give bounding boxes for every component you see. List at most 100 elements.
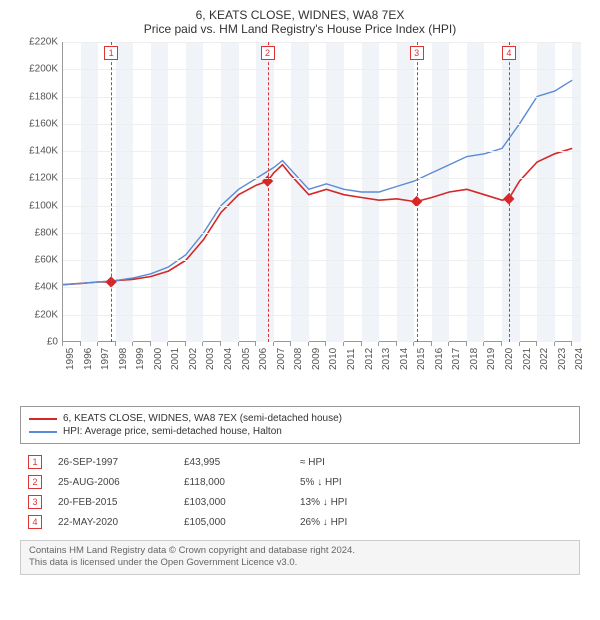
footer-line2: This data is licensed under the Open Gov… [29,557,571,569]
event-price: £105,000 [184,517,284,528]
gridline [63,260,580,261]
chart-title: 6, KEATS CLOSE, WIDNES, WA8 7EX Price pa… [10,8,590,36]
event-number: 1 [28,455,42,469]
x-tick-label: 2009 [311,348,322,370]
title-subtitle: Price paid vs. HM Land Registry's House … [10,22,590,36]
x-tick-label: 2015 [416,348,427,370]
sale-marker-number: 4 [502,46,516,60]
sale-marker-number: 3 [410,46,424,60]
x-tick-label: 2019 [486,348,497,370]
x-tick-label: 2023 [557,348,568,370]
sale-event-row: 1 26-SEP-1997 £43,995 ≈ HPI [20,452,580,472]
legend-item: HPI: Average price, semi-detached house,… [29,426,571,437]
gridline [63,206,580,207]
y-axis: £0£20K£40K£60K£80K£100K£120K£140K£160K£1… [20,42,62,342]
series-hpi [63,80,572,285]
x-tick-label: 2011 [346,348,357,370]
x-tick-label: 1996 [83,348,94,370]
x-axis: 1995199619971998199920002001200220032004… [62,342,580,372]
event-date: 22-MAY-2020 [58,517,168,528]
event-date: 20-FEB-2015 [58,497,168,508]
sale-event-row: 4 22-MAY-2020 £105,000 26% ↓ HPI [20,512,580,532]
x-tick-label: 2007 [276,348,287,370]
y-tick-label: £0 [47,337,58,348]
footer-line1: Contains HM Land Registry data © Crown c… [29,545,571,557]
title-address: 6, KEATS CLOSE, WIDNES, WA8 7EX [10,8,590,22]
legend-item: 6, KEATS CLOSE, WIDNES, WA8 7EX (semi-de… [29,413,571,424]
gridline [63,42,580,43]
x-tick-label: 2017 [451,348,462,370]
sale-event-row: 2 25-AUG-2006 £118,000 5% ↓ HPI [20,472,580,492]
x-tick-label: 2000 [153,348,164,370]
x-tick-label: 1997 [100,348,111,370]
event-number: 3 [28,495,42,509]
event-diff: ≈ HPI [300,457,420,468]
y-tick-label: £100K [29,200,58,211]
x-tick-label: 2004 [223,348,234,370]
y-tick-label: £80K [35,227,58,238]
y-tick-label: £220K [29,37,58,48]
event-price: £103,000 [184,497,284,508]
x-tick-label: 2008 [293,348,304,370]
y-tick-label: £180K [29,91,58,102]
y-tick-label: £200K [29,64,58,75]
series-property [63,148,572,284]
x-tick-label: 2005 [241,348,252,370]
x-tick-label: 2022 [539,348,550,370]
sale-event-row: 3 20-FEB-2015 £103,000 13% ↓ HPI [20,492,580,512]
x-tick-label: 1995 [65,348,76,370]
y-tick-label: £160K [29,118,58,129]
y-tick-label: £140K [29,146,58,157]
sale-marker-line [111,42,112,342]
x-tick-label: 2021 [522,348,533,370]
gridline [63,287,580,288]
x-tick-label: 2018 [469,348,480,370]
sale-marker-line [509,42,510,342]
attribution-box: Contains HM Land Registry data © Crown c… [20,540,580,575]
line-svg [63,42,581,342]
legend-label: 6, KEATS CLOSE, WIDNES, WA8 7EX (semi-de… [63,413,342,424]
chart-area: £0 £20K £40K £60K £80K £100K £120K £140K £160K £1… [20,42,580,372]
x-tick-label: 2024 [574,348,585,370]
y-tick-label: £20K [35,309,58,320]
gridline [63,178,580,179]
x-tick-label: 2010 [328,348,339,370]
sale-marker-number: 1 [104,46,118,60]
x-tick-label: 2020 [504,348,515,370]
gridline [63,124,580,125]
legend: 6, KEATS CLOSE, WIDNES, WA8 7EX (semi-de… [20,406,580,444]
event-price: £118,000 [184,477,284,488]
x-tick-label: 2016 [434,348,445,370]
y-tick-label: £40K [35,282,58,293]
event-number: 2 [28,475,42,489]
legend-swatch [29,431,57,433]
event-diff: 13% ↓ HPI [300,497,420,508]
x-tick-label: 1998 [118,348,129,370]
event-diff: 5% ↓ HPI [300,477,420,488]
gridline [63,97,580,98]
x-tick-label: 2013 [381,348,392,370]
event-price: £43,995 [184,457,284,468]
event-diff: 26% ↓ HPI [300,517,420,528]
x-tick-label: 2002 [188,348,199,370]
x-tick-label: 2006 [258,348,269,370]
sales-table: 1 26-SEP-1997 £43,995 ≈ HPI 2 25-AUG-2006 £118… [20,452,580,532]
gridline [63,69,580,70]
x-tick-label: 2014 [399,348,410,370]
legend-label: HPI: Average price, semi-detached house,… [63,426,282,437]
x-tick-label: 2012 [364,348,375,370]
event-date: 26-SEP-1997 [58,457,168,468]
sale-marker-line [417,42,418,342]
gridline [63,233,580,234]
gridline [63,315,580,316]
x-tick-label: 2003 [205,348,216,370]
event-date: 25-AUG-2006 [58,477,168,488]
x-tick-label: 2001 [170,348,181,370]
gridline [63,151,580,152]
plot-area: 1 2 3 4 [62,42,580,342]
sale-marker-number: 2 [261,46,275,60]
sale-marker-line [268,42,269,342]
y-tick-label: £60K [35,255,58,266]
y-tick-label: £120K [29,173,58,184]
event-number: 4 [28,515,42,529]
